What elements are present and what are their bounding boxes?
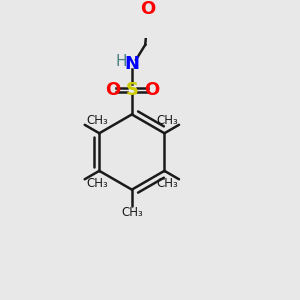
Text: S: S [125,81,138,99]
Text: O: O [105,81,120,99]
Text: O: O [140,0,155,18]
Text: CH₃: CH₃ [156,114,178,128]
Text: CH₃: CH₃ [86,114,108,128]
Text: CH₃: CH₃ [121,206,143,219]
Text: O: O [144,81,159,99]
Text: H: H [115,54,127,69]
Text: N: N [124,55,140,73]
Text: CH₃: CH₃ [156,177,178,190]
Text: CH₃: CH₃ [86,177,108,190]
